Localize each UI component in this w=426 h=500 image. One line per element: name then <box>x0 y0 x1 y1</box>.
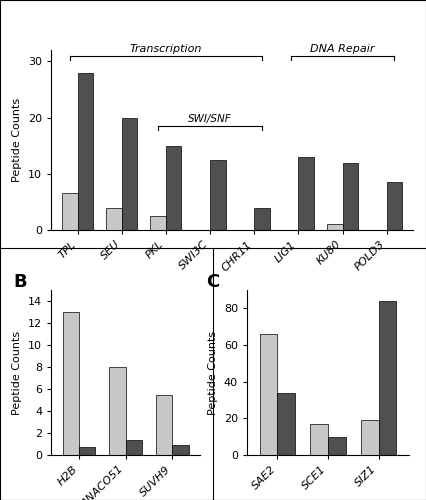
Text: C: C <box>207 274 220 291</box>
Bar <box>172 445 189 455</box>
Bar <box>106 208 122 230</box>
Text: DNA Repair: DNA Repair <box>310 44 375 54</box>
Y-axis label: Peptide Counts: Peptide Counts <box>208 330 219 414</box>
Bar <box>328 436 346 455</box>
Text: Transcription: Transcription <box>130 44 202 54</box>
Bar <box>379 301 396 455</box>
Text: SWI/SNF: SWI/SNF <box>188 114 232 124</box>
Bar <box>387 182 402 230</box>
Bar <box>122 118 137 230</box>
Text: A: A <box>15 0 29 5</box>
Y-axis label: Peptide Counts: Peptide Counts <box>12 98 23 182</box>
Bar <box>327 224 343 230</box>
Bar <box>166 146 181 230</box>
Bar <box>63 312 79 455</box>
Bar <box>78 72 93 230</box>
Bar <box>254 208 270 230</box>
Bar <box>298 157 314 230</box>
Bar <box>150 216 166 230</box>
Text: B: B <box>14 274 27 291</box>
Bar <box>210 160 225 230</box>
Bar <box>79 448 95 455</box>
Bar <box>310 424 328 455</box>
Bar <box>260 334 277 455</box>
Bar <box>277 392 295 455</box>
Bar <box>109 367 126 455</box>
Bar <box>361 420 379 455</box>
Bar <box>126 440 142 455</box>
Bar <box>156 394 172 455</box>
Bar <box>343 162 358 230</box>
Y-axis label: Peptide Counts: Peptide Counts <box>12 330 23 414</box>
Bar <box>62 194 78 230</box>
